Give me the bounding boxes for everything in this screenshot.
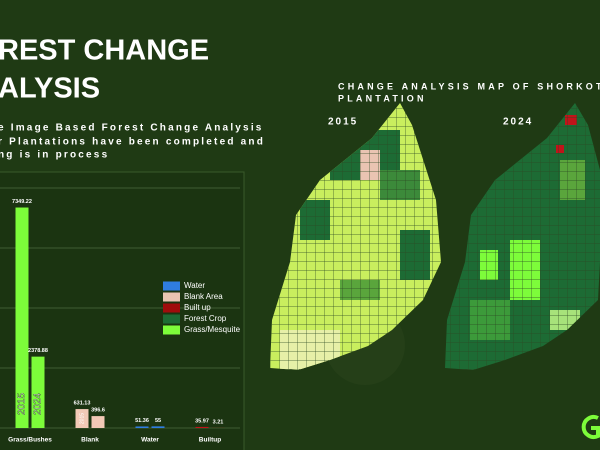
value-label: 396.6 (91, 408, 105, 414)
value-label: 55 (155, 418, 161, 424)
value-label: 2378.88 (28, 348, 48, 354)
legend-label: Blank Area (184, 292, 223, 301)
legend-swatch (163, 314, 180, 324)
description-line: r Plantations have been completed and (0, 137, 265, 148)
map-title-line: PLANTATION (338, 93, 427, 103)
value-label: 51.36 (135, 418, 149, 424)
value-label: 35.97 (195, 418, 209, 424)
legend-swatch (163, 281, 180, 291)
x-tick-label: Grass/Bushes (8, 437, 52, 444)
map-label: 2015 (328, 117, 358, 128)
bar (31, 356, 45, 428)
description-line: e Image Based Forest Change Analysis (0, 123, 264, 134)
bar (75, 409, 89, 428)
legend-label: Built up (184, 303, 211, 312)
bar (151, 426, 165, 428)
chart: Grass/Bushes 7349.22 2015 2378.88 2024 Blank 6… (0, 187, 241, 444)
legend-swatch (163, 303, 180, 313)
title-line: REST CHANGE (0, 35, 209, 67)
bar (15, 207, 29, 428)
series-label: 2024 (33, 392, 44, 415)
legend-label: Forest Crop (184, 314, 227, 323)
map-label: 2024 (503, 117, 533, 128)
value-label: 3.21 (213, 419, 224, 425)
description-line: ng is in process (0, 150, 109, 161)
legend-label: Water (184, 281, 205, 290)
series-label: 2015 (17, 392, 28, 415)
bar (195, 426, 209, 428)
legend-label: Grass/Mesquite (184, 325, 241, 334)
bar (135, 426, 149, 428)
logo (581, 415, 600, 439)
title-line: ALYSIS (0, 73, 100, 105)
x-tick-label: Blank (81, 437, 99, 444)
bar (91, 416, 105, 428)
x-tick-label: Builtup (199, 437, 221, 444)
value-label: 631.13 (74, 401, 91, 407)
series-label: 2015 (79, 413, 85, 424)
x-tick-label: Water (141, 437, 159, 444)
legend-swatch (163, 292, 180, 302)
map-title-line: CHANGE ANALYSIS MAP OF SHORKOT (338, 81, 600, 91)
value-label: 7349.22 (12, 199, 32, 205)
legend-swatch (163, 325, 180, 335)
